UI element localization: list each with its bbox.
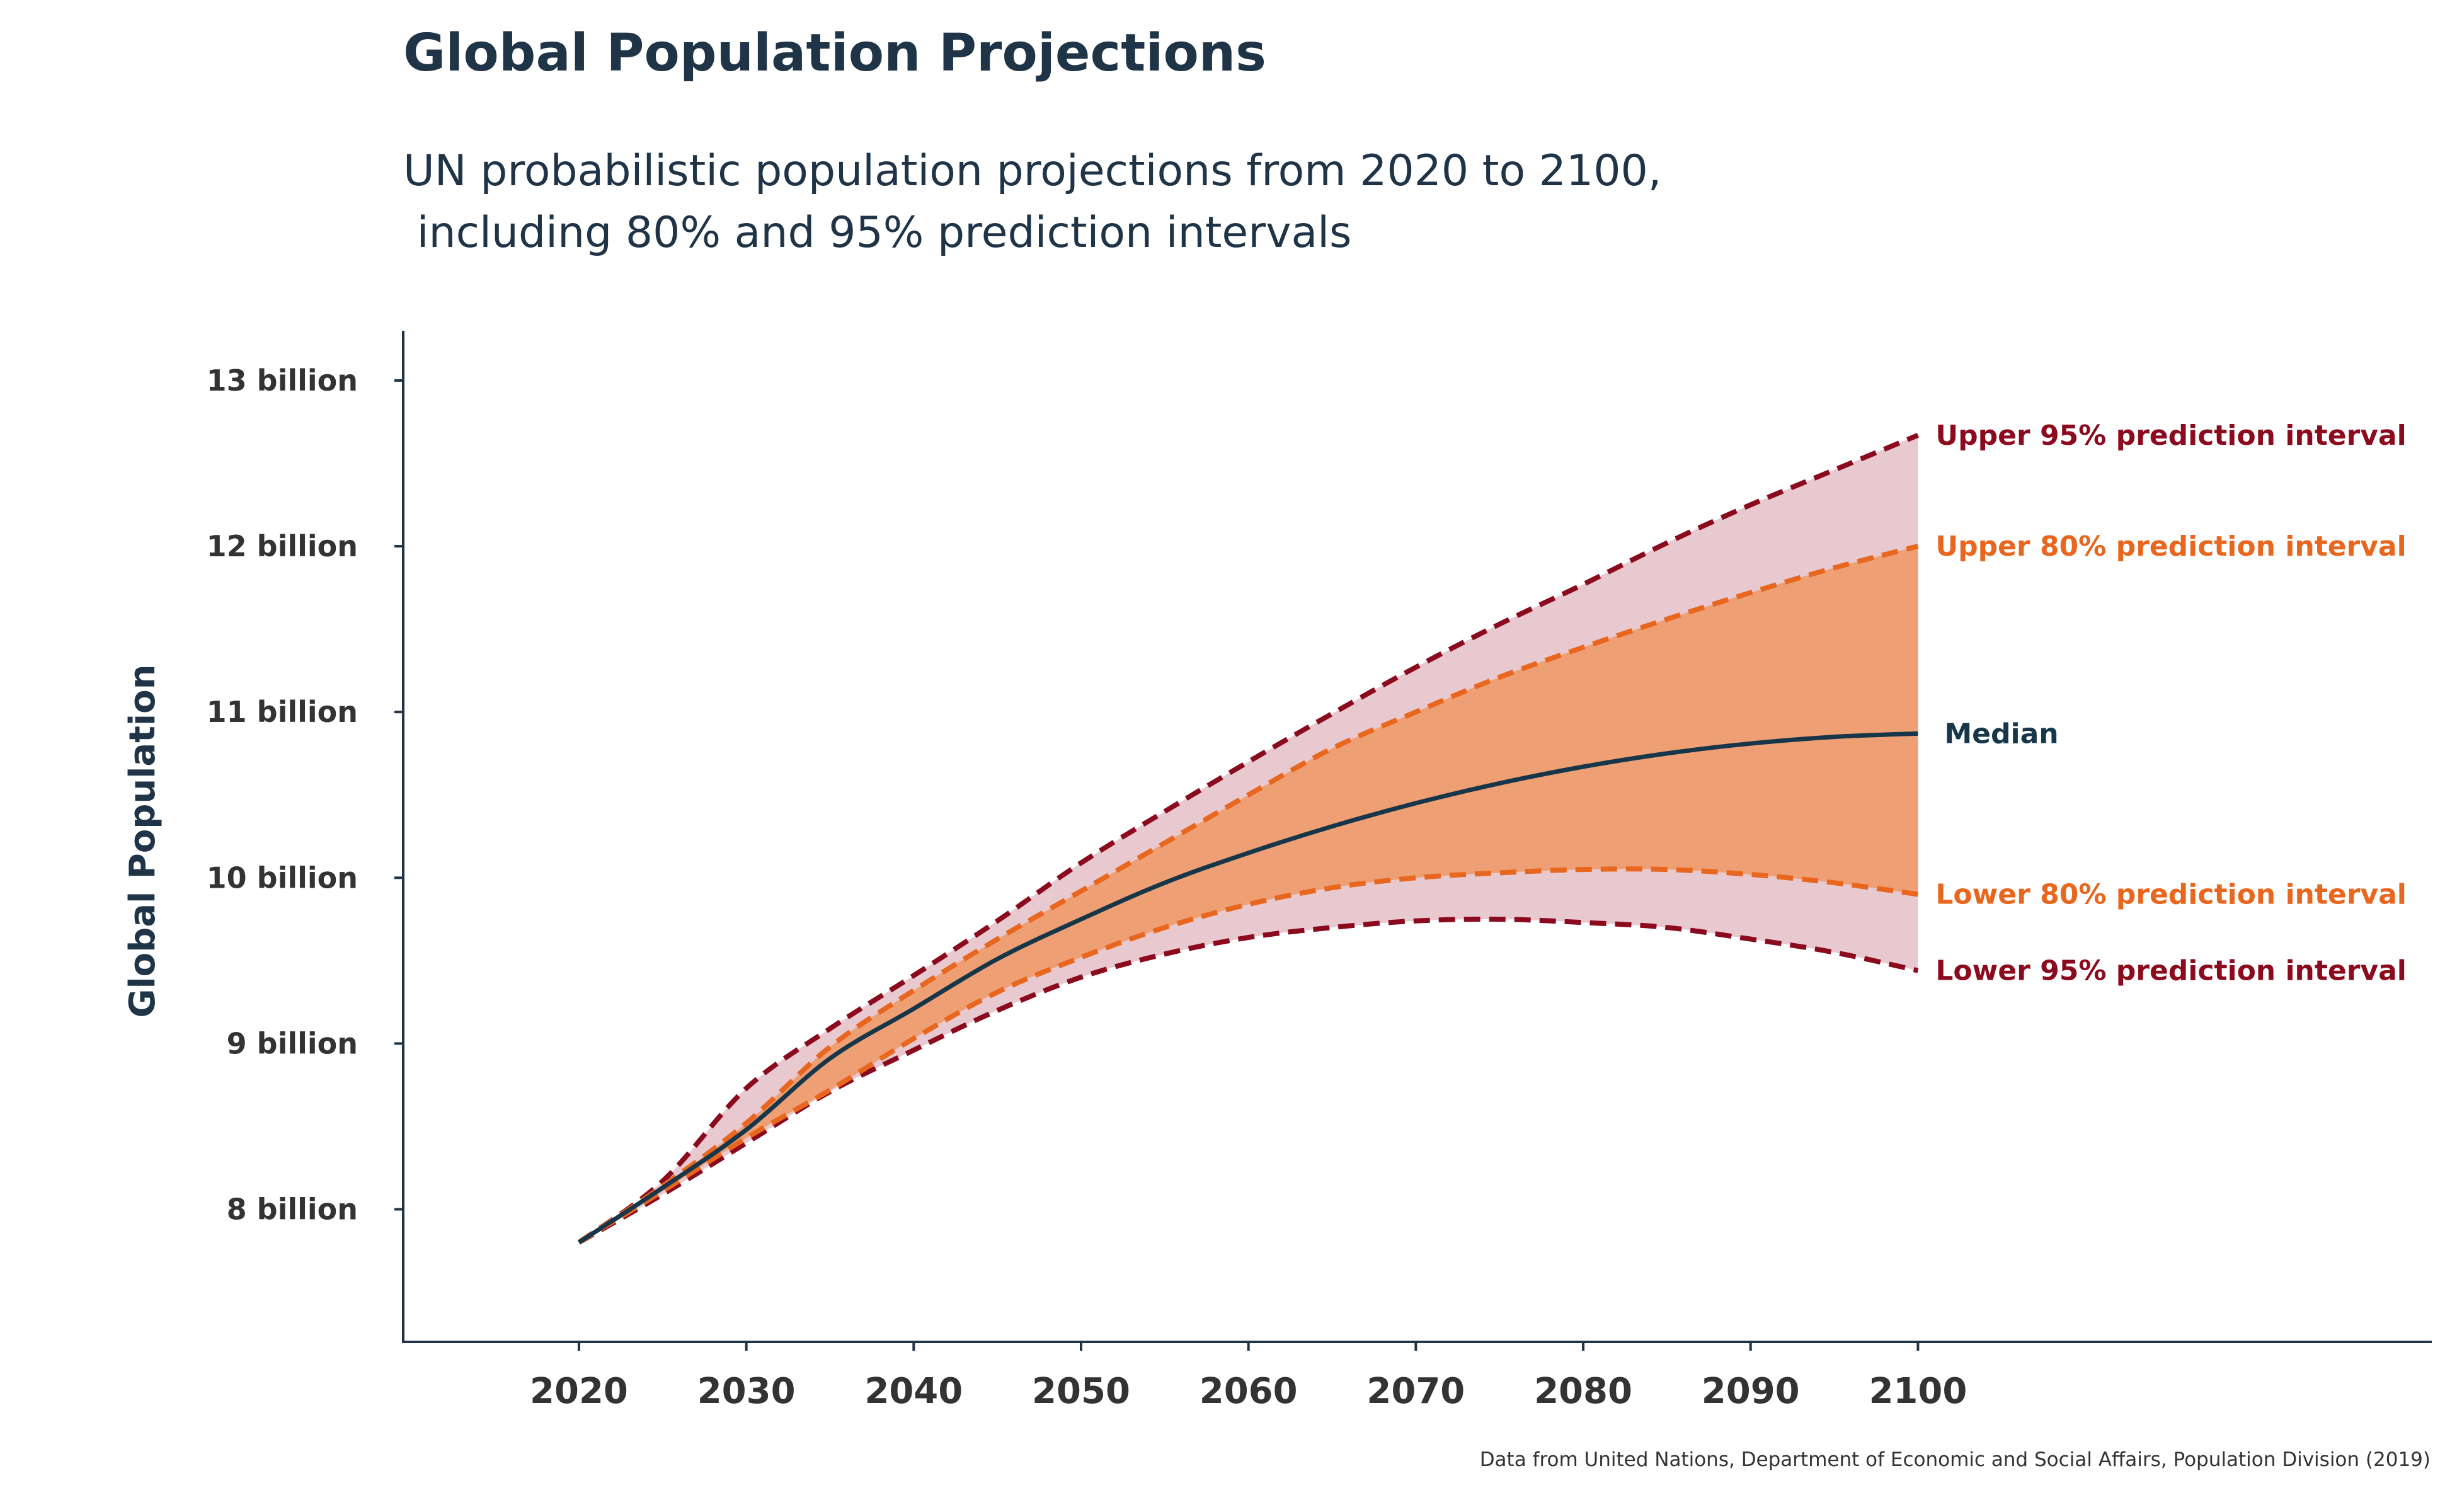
line-upper80 bbox=[577, 544, 1919, 1245]
band-upper80-lower80 bbox=[579, 546, 1918, 1243]
series-label-upper95: Upper 95% prediction interval bbox=[1935, 420, 2406, 452]
line-median bbox=[578, 731, 1918, 1245]
line-upper95 bbox=[577, 433, 1919, 1245]
series-lines bbox=[577, 433, 1919, 1245]
x-tick-label: 2070 bbox=[1366, 1371, 1465, 1412]
y-axis-label: Global Population bbox=[122, 665, 163, 1018]
x-tick-label: 2100 bbox=[1869, 1371, 1967, 1412]
series-label-median: Median bbox=[1944, 718, 2058, 750]
y-tick-label: 11 billion bbox=[207, 695, 358, 729]
chart-subtitle-line-1: UN probabilistic population projections … bbox=[403, 146, 1661, 196]
x-tick-label: 2080 bbox=[1534, 1371, 1632, 1412]
y-tick-label: 13 billion bbox=[207, 364, 358, 398]
x-tick-label: 2050 bbox=[1032, 1371, 1130, 1412]
series-labels: Upper 95% prediction interval Upper 80% p… bbox=[1935, 420, 2407, 987]
source-note: Data from United Nations, Department of … bbox=[1480, 1448, 2431, 1471]
series-label-upper80: Upper 80% prediction interval bbox=[1935, 530, 2406, 563]
y-tick-label: 10 billion bbox=[207, 861, 358, 895]
y-tick-label: 8 billion bbox=[227, 1193, 358, 1227]
x-tick-label: 2060 bbox=[1200, 1371, 1298, 1412]
series-label-lower95: Lower 95% prediction interval bbox=[1935, 955, 2407, 987]
chart-subtitle-line-2: including 80% and 95% prediction interva… bbox=[403, 208, 1351, 258]
chart-title: Global Population Projections bbox=[403, 23, 1266, 83]
x-tick-label: 2030 bbox=[697, 1371, 796, 1412]
y-axis-ticks: 8 billion 9 billion 10 billion 11 billion 12… bbox=[207, 364, 403, 1227]
line-lower80 bbox=[577, 866, 1918, 1245]
x-tick-label: 2040 bbox=[864, 1371, 963, 1412]
x-tick-label: 2020 bbox=[530, 1371, 628, 1412]
y-tick-label: 12 billion bbox=[207, 529, 358, 563]
x-tick-label: 2090 bbox=[1702, 1371, 1800, 1412]
y-tick-label: 9 billion bbox=[227, 1026, 358, 1060]
x-axis-ticks: 2020 2030 2040 2050 2060 2070 2080 2090 2100 bbox=[530, 1342, 1967, 1412]
series-label-lower80: Lower 80% prediction interval bbox=[1935, 879, 2407, 911]
